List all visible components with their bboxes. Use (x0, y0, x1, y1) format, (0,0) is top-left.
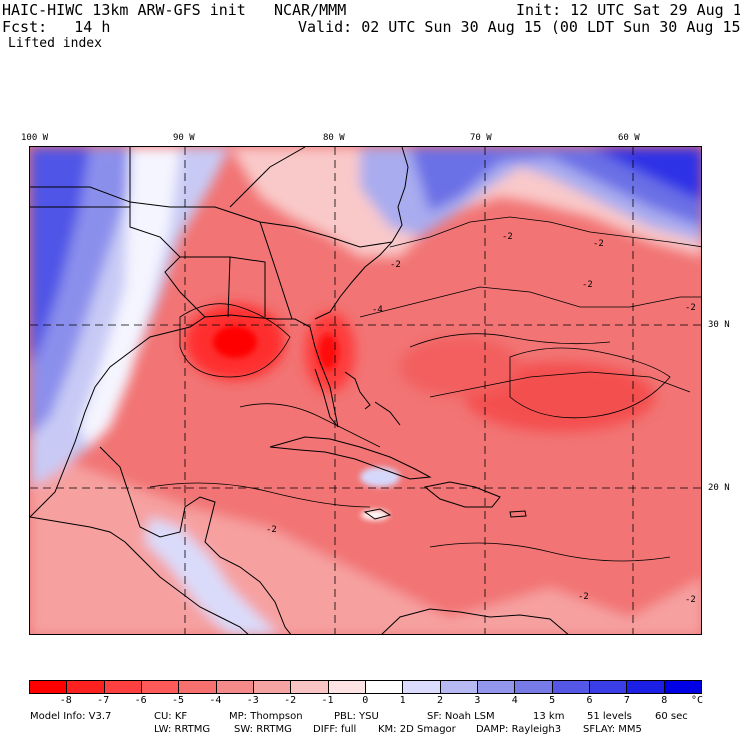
colorbar-tick-label: 2 (436, 695, 443, 706)
contour-label: -2 (685, 303, 696, 313)
lon-label-90w: 90 W (173, 133, 195, 143)
colorbar-cell (328, 681, 366, 693)
model-info-cu: CU: KF (154, 711, 188, 722)
colorbar-cell (403, 681, 441, 693)
colorbar-cell (477, 681, 516, 693)
colorbar-tick-label: -4 (209, 695, 222, 706)
colorbar-tick-label: -5 (171, 695, 184, 706)
colorbar-cell (515, 681, 553, 693)
colorbar-tick-label: -2 (284, 695, 297, 706)
lat-label-20n: 20 N (708, 483, 730, 493)
field-cores (213, 326, 400, 520)
contour-label: -2 (502, 232, 513, 242)
colorbar-cell (552, 681, 590, 693)
model-info-pbl: PBL: YSU (334, 711, 379, 722)
colorbar-cell (291, 681, 329, 693)
colorbar-cell (179, 681, 217, 693)
model-info-sw: SW: RRTMG (234, 724, 292, 735)
colorbar-tick-label: 8 (661, 695, 668, 706)
colorbar-tick-label: 0 (362, 695, 369, 706)
colorbar-cell (141, 681, 180, 693)
lon-label-70w: 70 W (470, 133, 492, 143)
model-info-damp: DAMP: Rayleigh3 (476, 724, 562, 735)
contour-label: -2 (578, 592, 589, 602)
colorbar-tick-label: -3 (246, 695, 259, 706)
colorbar-tick-label: 1 (399, 695, 406, 706)
colorbar-cell (627, 681, 665, 693)
model-title: HAIC-HIWC 13km ARW-GFS init (2, 1, 246, 19)
valid-time: Valid: 02 UTC Sun 30 Aug 15 (00 LDT Sun … (298, 18, 740, 36)
colorbar-cell (664, 681, 701, 693)
colorbar-tick-label: 5 (549, 695, 556, 706)
colorbar-cell (440, 681, 478, 693)
forecast-hour: Fcst: 14 h (2, 18, 111, 36)
contour-label: -2 (266, 525, 277, 535)
contour-label: -4 (372, 305, 383, 315)
lon-label-80w: 80 W (323, 133, 345, 143)
contours (149, 216, 701, 562)
colorbar-unit: °C (691, 695, 704, 706)
org-label: NCAR/MMM (274, 1, 347, 19)
contour-label: -2 (582, 280, 593, 290)
lon-label-100w: 100 W (21, 133, 49, 143)
colorbar-tick-label: 4 (511, 695, 518, 706)
model-info-sflay: SFLAY: MM5 (583, 724, 642, 735)
init-time: Init: 12 UTC Sat 29 Aug 15 (516, 1, 740, 19)
model-info-km: KM: 2D Smagor (378, 724, 456, 735)
contour-label: -2 (685, 595, 696, 605)
lon-label-60w: 60 W (618, 133, 640, 143)
model-info-timestep: 60 sec (655, 711, 688, 722)
colorbar-cell (216, 681, 254, 693)
colorbar-cell (589, 681, 628, 693)
model-info-diff: DIFF: full (313, 724, 357, 735)
model-info-sf: SF: Noah LSM (427, 711, 495, 722)
field-name: Lifted index (8, 36, 102, 51)
colorbar-tick-label: -8 (59, 695, 72, 706)
contour-label: -2 (390, 260, 401, 270)
colorbar-tick-label: -1 (321, 695, 334, 706)
colorbar-cell (67, 681, 105, 693)
model-info-levels: 51 levels (587, 711, 632, 722)
colorbar-cell (104, 681, 142, 693)
colorbar-tick-label: -6 (134, 695, 147, 706)
model-info-mp: MP: Thompson (229, 711, 303, 722)
contour-label: -2 (593, 239, 604, 249)
colorbar (29, 680, 702, 694)
field-shading (30, 147, 701, 634)
lat-lon-grid (30, 147, 701, 634)
model-info-lw: LW: RRTMG (154, 724, 211, 735)
colorbar-tick-label: -7 (97, 695, 110, 706)
colorbar-cell (253, 681, 292, 693)
model-info-resolution: 13 km (533, 711, 565, 722)
colorbar-tick-label: 7 (623, 695, 630, 706)
colorbar-tick-label: 3 (474, 695, 481, 706)
lat-label-30n: 30 N (708, 320, 730, 330)
colorbar-tick-label: 6 (586, 695, 593, 706)
model-info-version: Model Info: V3.7 (30, 711, 112, 722)
colorbar-cell (365, 681, 404, 693)
coastlines (30, 147, 569, 634)
lifted-index-map: -2 -2 -2 -2 -2 -2 -2 -4 -2 (29, 146, 702, 635)
colorbar-cell (30, 681, 68, 693)
